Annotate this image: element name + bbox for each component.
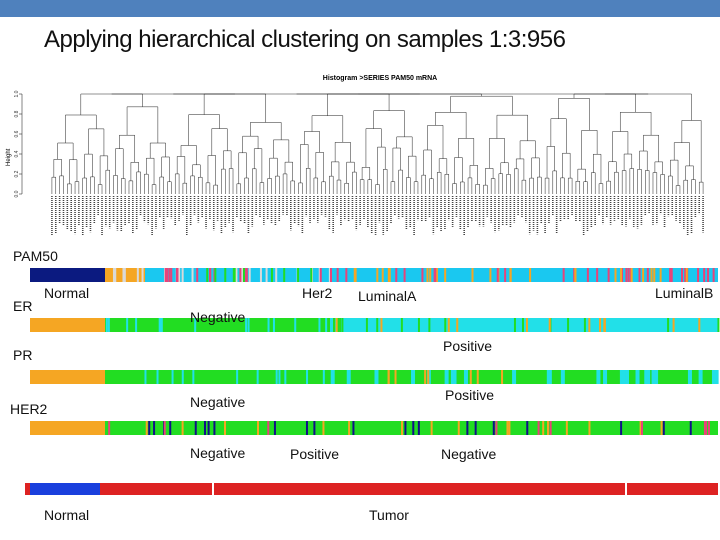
er-strip [30, 318, 720, 332]
pam50-label-her2: Her2 [302, 285, 333, 301]
her2-label-negative-1: Negative [190, 445, 246, 461]
pr-row-label: PR [13, 347, 33, 363]
tissue-strip [25, 483, 718, 495]
pr-label-negative: Negative [190, 394, 246, 410]
dendrogram-branches [51, 93, 704, 194]
svg-text:0.2: 0.2 [14, 170, 20, 177]
pr-strip [30, 370, 719, 384]
er-label-negative: Negative [190, 309, 246, 325]
slide-title: Applying hierarchical clustering on samp… [44, 26, 566, 53]
dendrogram-title: Histogram >SERIES PAM50 mRNA [323, 75, 437, 82]
pam50-label-normal: Normal [44, 285, 90, 301]
pam50-strip [30, 268, 718, 282]
svg-text:0.6: 0.6 [14, 130, 20, 137]
dendrogram: Histogram >SERIES PAM50 mRNA Height 0.00… [6, 75, 704, 236]
svg-text:0.0: 0.0 [14, 190, 20, 197]
pam50-label-luminalb: LuminalB [655, 285, 714, 301]
svg-text:1.0: 1.0 [14, 90, 20, 97]
dendrogram-yticks: 0.0 0.2 0.4 0.6 0.8 1.0 [14, 90, 22, 197]
tissue-label-tumor: Tumor [369, 507, 409, 523]
her2-row-label: HER2 [10, 401, 48, 417]
er-label-positive: Positive [443, 338, 493, 354]
dendrogram-ylabel: Height [6, 148, 12, 166]
header-bar [0, 0, 720, 17]
her2-strip [30, 421, 718, 435]
pam50-row-label: PAM50 [13, 248, 58, 264]
svg-text:0.4: 0.4 [14, 150, 20, 157]
pam50-label-luminala: LuminalA [358, 288, 417, 304]
tissue-label-normal: Normal [44, 507, 90, 523]
svg-text:0.8: 0.8 [14, 110, 20, 117]
pr-label-positive: Positive [445, 387, 495, 403]
dendrogram-leaf-labels [51, 196, 704, 236]
her2-label-positive: Positive [290, 446, 340, 462]
er-row-label: ER [13, 298, 33, 314]
her2-label-negative-2: Negative [441, 446, 497, 462]
